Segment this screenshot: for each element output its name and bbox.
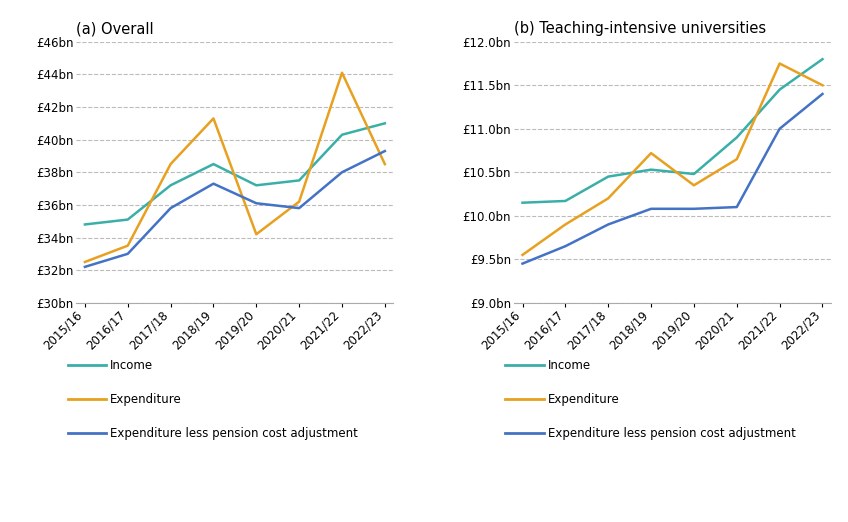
Income — [732, 134, 742, 140]
Expenditure — [165, 161, 176, 167]
Expenditure less pension cost adjustment — [251, 200, 261, 206]
Income — [165, 182, 176, 188]
Expenditure less pension cost adjustment — [603, 221, 613, 228]
Text: Expenditure less pension cost adjustment: Expenditure less pension cost adjustment — [110, 427, 358, 440]
Expenditure less pension cost adjustment — [294, 205, 304, 211]
Expenditure — [517, 252, 527, 258]
Expenditure — [251, 231, 261, 238]
Expenditure — [689, 182, 699, 188]
Income — [517, 199, 527, 206]
Expenditure — [209, 115, 219, 122]
Text: Income: Income — [110, 359, 153, 372]
Expenditure — [774, 61, 784, 67]
Income — [689, 171, 699, 177]
Expenditure — [123, 243, 133, 249]
Expenditure less pension cost adjustment — [165, 205, 176, 211]
Income — [646, 167, 656, 173]
Income — [209, 161, 219, 167]
Expenditure less pension cost adjustment — [817, 91, 828, 97]
Expenditure — [337, 69, 347, 76]
Text: Expenditure: Expenditure — [548, 393, 620, 406]
Expenditure less pension cost adjustment — [732, 204, 742, 210]
Line: Expenditure less pension cost adjustment: Expenditure less pension cost adjustment — [522, 94, 823, 264]
Income — [80, 221, 90, 228]
Expenditure — [817, 82, 828, 88]
Expenditure less pension cost adjustment — [380, 148, 390, 154]
Income — [561, 198, 571, 204]
Text: (a) Overall: (a) Overall — [76, 21, 154, 37]
Expenditure less pension cost adjustment — [209, 181, 219, 187]
Expenditure less pension cost adjustment — [561, 243, 571, 250]
Income — [251, 182, 261, 188]
Expenditure — [603, 195, 613, 201]
Expenditure less pension cost adjustment — [80, 264, 90, 270]
Income — [337, 132, 347, 138]
Text: (b) Teaching-intensive universities: (b) Teaching-intensive universities — [514, 21, 766, 37]
Income — [294, 177, 304, 184]
Text: Expenditure less pension cost adjustment: Expenditure less pension cost adjustment — [548, 427, 795, 440]
Income — [380, 120, 390, 126]
Income — [603, 173, 613, 180]
Expenditure — [80, 259, 90, 265]
Line: Expenditure: Expenditure — [522, 64, 823, 255]
Line: Expenditure: Expenditure — [85, 73, 385, 262]
Expenditure less pension cost adjustment — [646, 206, 656, 212]
Expenditure less pension cost adjustment — [517, 260, 527, 267]
Text: Income: Income — [548, 359, 591, 372]
Expenditure less pension cost adjustment — [337, 169, 347, 175]
Expenditure — [380, 161, 390, 167]
Expenditure less pension cost adjustment — [689, 206, 699, 212]
Expenditure less pension cost adjustment — [123, 251, 133, 257]
Text: Expenditure: Expenditure — [110, 393, 182, 406]
Income — [774, 87, 784, 93]
Expenditure — [294, 198, 304, 205]
Expenditure — [646, 150, 656, 156]
Line: Income: Income — [522, 59, 823, 203]
Income — [123, 217, 133, 223]
Expenditure — [561, 221, 571, 228]
Expenditure less pension cost adjustment — [774, 126, 784, 132]
Income — [817, 56, 828, 62]
Expenditure — [732, 156, 742, 162]
Line: Income: Income — [85, 123, 385, 224]
Line: Expenditure less pension cost adjustment: Expenditure less pension cost adjustment — [85, 151, 385, 267]
